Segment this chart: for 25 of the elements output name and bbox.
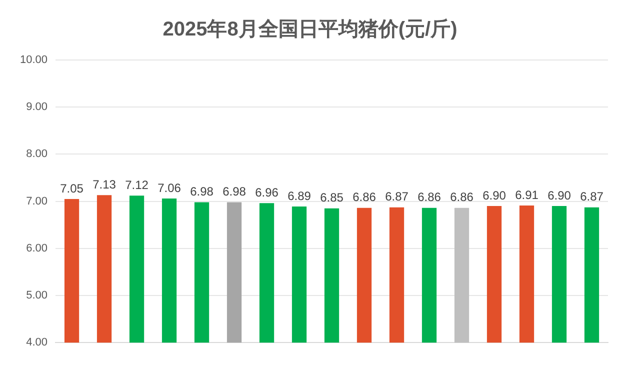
data-label: 6.90 xyxy=(482,188,506,202)
data-label: 6.86 xyxy=(418,190,442,204)
data-label: 7.06 xyxy=(158,180,182,195)
data-label: 6.98 xyxy=(222,184,246,199)
data-label: 6.87 xyxy=(385,190,409,204)
chart-title: 2025年8月全国日平均猪价(元/斤) xyxy=(162,18,458,41)
y-tick-label: 8.00 xyxy=(26,148,48,160)
data-label: 6.87 xyxy=(580,190,604,204)
data-label: 7.13 xyxy=(92,177,116,192)
data-label: 6.86 xyxy=(450,190,474,204)
y-tick-label: 10.00 xyxy=(20,54,48,66)
data-label: 6.98 xyxy=(190,184,214,199)
y-tick-label: 4.00 xyxy=(26,336,48,349)
y-tick-label: 6.00 xyxy=(26,242,48,254)
data-label: 7.12 xyxy=(125,178,149,192)
data-label: 6.86 xyxy=(352,190,376,204)
data-label: 6.85 xyxy=(320,190,344,205)
y-tick-label: 7.00 xyxy=(26,195,48,208)
data-label: 6.96 xyxy=(255,185,279,200)
y-tick-label: 5.00 xyxy=(26,290,48,302)
data-label: 6.91 xyxy=(515,188,539,202)
data-label: 7.05 xyxy=(60,181,84,196)
data-label: 6.90 xyxy=(548,188,572,202)
data-label: 6.89 xyxy=(288,188,312,203)
y-tick-label: 9.00 xyxy=(26,101,48,114)
